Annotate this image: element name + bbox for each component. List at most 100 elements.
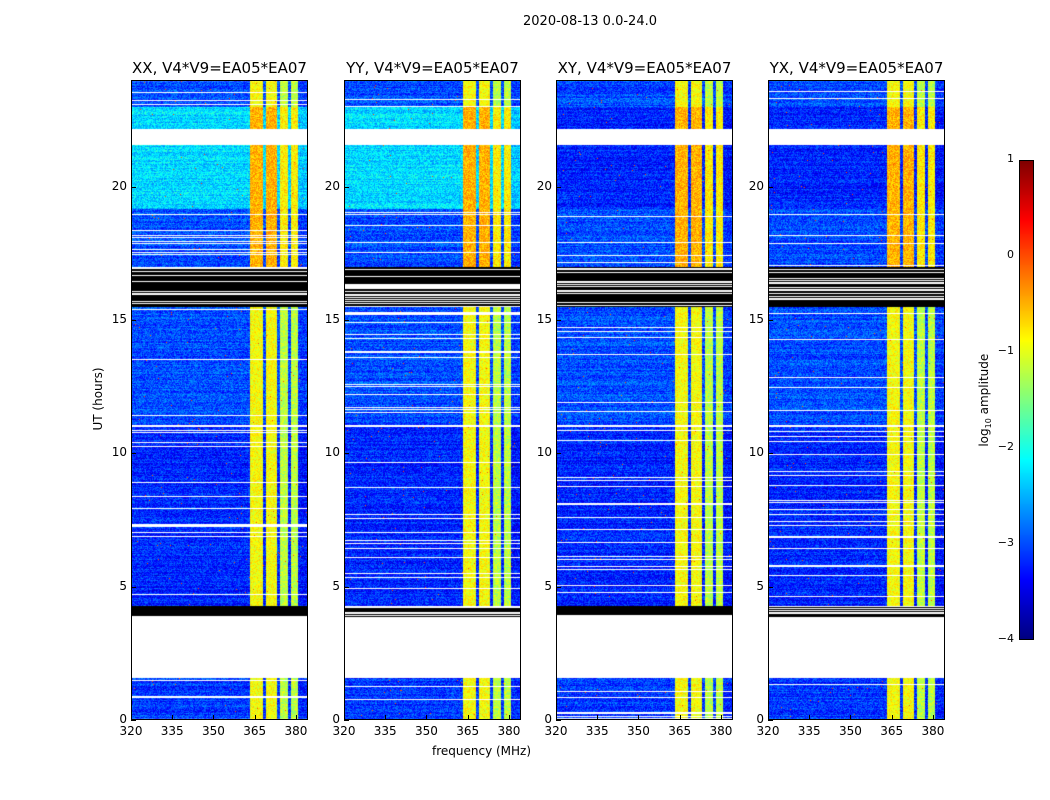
y-tick-mark: [344, 453, 349, 455]
x-tick-label: 350: [415, 724, 438, 738]
spectrogram-panel: [768, 80, 945, 720]
y-tick-mark: [344, 586, 349, 588]
x-tick-label: 380: [284, 724, 308, 738]
y-tick-label: 0: [756, 712, 764, 726]
y-tick-label: 15: [748, 312, 764, 326]
x-tick-label: 320: [756, 724, 780, 738]
y-tick-label: 20: [324, 178, 340, 193]
x-tick-label: 365: [243, 724, 267, 738]
y-tick-mark: [131, 186, 136, 188]
y-tick-mark: [556, 720, 561, 721]
y-tick-mark: [768, 453, 773, 455]
x-tick-mark: [597, 715, 599, 720]
y-tick-label: 10: [748, 445, 764, 460]
x-tick-mark: [344, 715, 345, 720]
y-tick-label: 20: [111, 178, 127, 193]
x-tick-mark: [508, 715, 510, 720]
x-tick-mark: [809, 715, 811, 720]
x-tick-mark: [720, 715, 722, 720]
y-tick-label: 0: [332, 712, 340, 726]
colorbar-tick-label: 0: [1007, 248, 1014, 261]
x-tick-label: 365: [880, 724, 904, 738]
x-tick-mark: [850, 715, 852, 720]
colorbar-label: log10 amplitude: [977, 345, 993, 455]
y-tick-label: 15: [536, 312, 552, 326]
figure-title: 2020-08-13 0.0-24.0: [523, 14, 657, 29]
y-tick-label: 5: [544, 578, 552, 593]
y-tick-label: 15: [324, 312, 340, 326]
y-tick-mark: [344, 720, 349, 721]
y-tick-mark: [556, 186, 561, 188]
colorbar-tick-label: 1: [1007, 152, 1014, 165]
y-tick-mark: [768, 320, 773, 321]
x-tick-label: 335: [373, 724, 397, 738]
x-tick-mark: [254, 715, 256, 720]
panel-title: XX, V4*V9=EA05*EA07: [132, 59, 307, 77]
x-tick-label: 320: [119, 724, 143, 738]
y-tick-label: 10: [536, 445, 552, 460]
y-tick-mark: [344, 320, 349, 321]
x-tick-label: 380: [709, 724, 733, 738]
x-tick-mark: [679, 715, 681, 720]
x-tick-mark: [891, 715, 893, 720]
y-tick-mark: [131, 453, 136, 455]
x-tick-mark: [768, 715, 769, 720]
y-tick-mark: [131, 586, 136, 588]
y-tick-mark: [768, 720, 773, 721]
y-tick-label: 5: [119, 578, 127, 593]
x-tick-mark: [932, 715, 934, 720]
x-tick-label: 350: [839, 724, 862, 738]
panel-title: XY, V4*V9=EA05*EA07: [557, 59, 732, 77]
x-tick-mark: [467, 715, 469, 720]
x-tick-label: 320: [544, 724, 568, 738]
x-tick-label: 380: [921, 724, 945, 738]
x-tick-mark: [213, 715, 215, 720]
y-tick-mark: [768, 186, 773, 188]
y-tick-mark: [556, 320, 561, 321]
x-tick-label: 365: [456, 724, 480, 738]
colorbar-label-sub: 10: [984, 418, 994, 429]
x-tick-mark: [385, 715, 387, 720]
heatmap-image: [131, 80, 308, 720]
x-tick-label: 365: [668, 724, 692, 738]
y-tick-mark: [768, 586, 773, 588]
colorbar: [1019, 160, 1034, 640]
heatmap-image: [344, 80, 521, 720]
x-tick-mark: [426, 715, 428, 720]
y-tick-mark: [344, 186, 349, 188]
heatmap-image: [556, 80, 733, 720]
x-tick-label: 350: [627, 724, 650, 738]
x-tick-mark: [556, 715, 557, 720]
x-tick-label: 320: [332, 724, 356, 738]
colorbar-label-log: log: [976, 428, 991, 447]
colorbar-gradient: [1019, 160, 1034, 640]
y-tick-label: 10: [324, 445, 340, 460]
colorbar-tick-label: −2: [997, 440, 1014, 453]
y-tick-mark: [556, 453, 561, 455]
y-tick-label: 0: [544, 712, 552, 726]
colorbar-tick-label: −1: [997, 344, 1014, 357]
panel-title: YX, V4*V9=EA05*EA07: [769, 59, 944, 77]
heatmap-image: [768, 80, 945, 720]
colorbar-tick-label: −3: [997, 536, 1014, 549]
x-tick-mark: [295, 715, 297, 720]
x-tick-label: 335: [585, 724, 609, 738]
spectrogram-panel: [556, 80, 733, 720]
y-tick-label: 20: [536, 178, 552, 193]
x-tick-label: 335: [797, 724, 821, 738]
y-tick-label: 5: [332, 578, 340, 593]
y-tick-mark: [556, 586, 561, 588]
y-tick-label: 20: [748, 178, 764, 193]
colorbar-label-amplitude: amplitude: [976, 353, 991, 419]
x-tick-label: 335: [160, 724, 184, 738]
spectrogram-panel: [344, 80, 521, 720]
panel-title: YY, V4*V9=EA05*EA07: [346, 59, 519, 77]
x-tick-mark: [638, 715, 640, 720]
x-tick-mark: [172, 715, 174, 720]
x-tick-mark: [131, 715, 132, 720]
spectrogram-panel: [131, 80, 308, 720]
y-tick-label: 10: [111, 445, 127, 460]
y-tick-mark: [131, 720, 136, 721]
x-axis-label: frequency (MHz): [432, 744, 532, 758]
